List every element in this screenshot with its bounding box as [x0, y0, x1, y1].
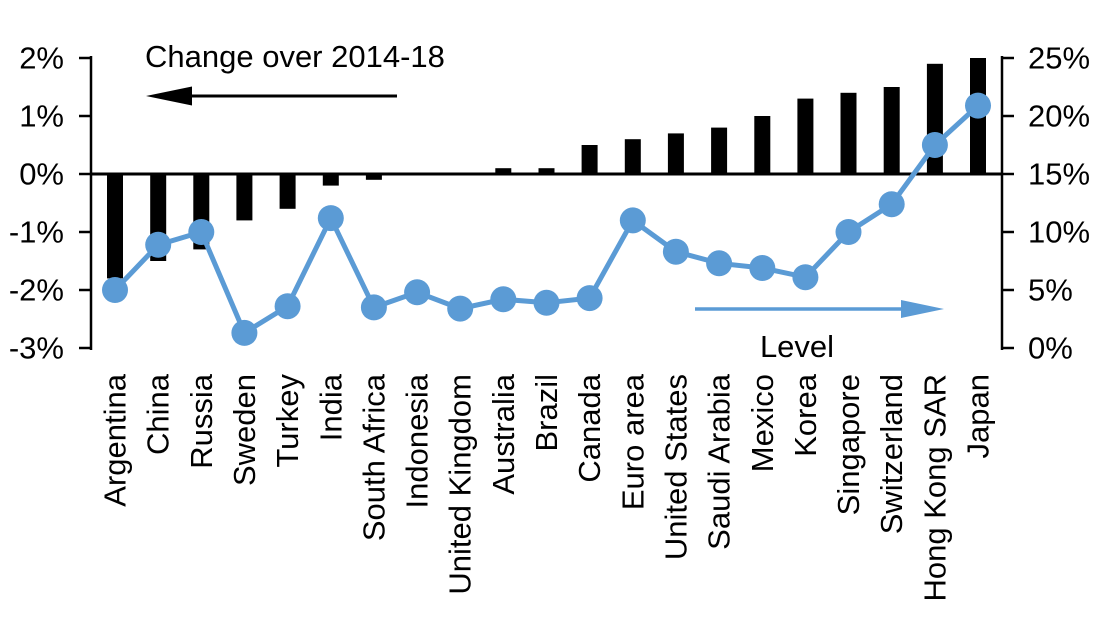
category-label-mexico: Mexico	[745, 374, 780, 472]
right-axis-label-0-: 0%	[1028, 331, 1073, 366]
bar-switzerland	[883, 87, 900, 174]
category-label-euro-area: Euro area	[615, 373, 650, 510]
left-axis-label--1-: -1%	[9, 215, 64, 250]
right-axis-label-25-: 25%	[1028, 41, 1090, 76]
left-axis-label-2-: 2%	[19, 41, 64, 76]
bar-sweden	[236, 174, 253, 221]
right-axis-label-5-: 5%	[1028, 273, 1073, 308]
right-axis-label-20-: 20%	[1028, 99, 1090, 134]
bar-brazil	[538, 168, 555, 174]
marker-turkey	[274, 293, 301, 320]
bar-singapore	[840, 92, 857, 174]
bar-mexico	[754, 116, 771, 174]
marker-united-states	[662, 238, 689, 265]
bar-argentina	[107, 174, 123, 279]
category-label-saudi-arabia: Saudi Arabia	[702, 373, 737, 550]
marker-japan	[965, 92, 991, 119]
category-label-japan: Japan	[961, 374, 996, 458]
right-axis-label-10-: 10%	[1028, 215, 1090, 250]
line-series-title: Level	[760, 329, 834, 364]
category-label-korea: Korea	[788, 373, 823, 456]
marker-brazil	[533, 289, 560, 316]
category-label-indonesia: Indonesia	[400, 373, 435, 508]
marker-united-kingdom	[447, 295, 474, 322]
category-label-russia: Russia	[184, 373, 219, 469]
category-label-hong-kong-sar: Hong Kong SAR	[917, 374, 952, 601]
bar-saudi-arabia	[711, 127, 728, 174]
bar-canada	[581, 145, 598, 174]
line-layer	[102, 92, 991, 346]
category-label-turkey: Turkey	[270, 374, 305, 468]
category-label-singapore: Singapore	[831, 374, 866, 515]
line-series-arrow-right-icon	[695, 300, 944, 318]
bar-korea	[797, 98, 814, 174]
bar-india	[322, 174, 339, 186]
bar-turkey	[279, 174, 296, 209]
marker-argentina	[102, 277, 128, 303]
marker-switzerland	[878, 191, 905, 218]
marker-sweden	[231, 319, 258, 346]
left-axis-label-1-: 1%	[19, 99, 64, 134]
category-label-united-states: United States	[658, 374, 693, 560]
marker-hong-kong-sar	[921, 132, 948, 158]
category-label-south-africa: South Africa	[356, 373, 391, 541]
bars-layer	[107, 58, 986, 279]
category-label-brazil: Brazil	[529, 374, 564, 452]
marker-india	[317, 205, 344, 232]
bar-series-title: Change over 2014-18	[145, 39, 445, 74]
marker-australia	[490, 286, 517, 313]
marker-saudi-arabia	[706, 250, 733, 277]
left-axis-label-0-: 0%	[19, 157, 64, 192]
marker-china	[145, 231, 172, 258]
category-label-switzerland: Switzerland	[874, 374, 909, 534]
marker-south-africa	[360, 294, 387, 321]
category-label-china: China	[141, 373, 176, 455]
left-axis-label--3-: -3%	[9, 331, 64, 366]
left-axis-label--2-: -2%	[9, 273, 64, 308]
category-label-argentina: Argentina	[98, 373, 133, 506]
category-label-canada: Canada	[572, 373, 607, 482]
bar-euro-area	[624, 139, 641, 174]
right-axis-label-15-: 15%	[1028, 157, 1090, 192]
category-labels-layer: Argentina China Russia Sweden Turkey India Sou…	[98, 373, 996, 601]
marker-korea	[792, 264, 819, 291]
category-label-united-kingdom: United Kingdom	[443, 374, 478, 595]
bar-united-states	[667, 133, 684, 174]
marker-canada	[576, 285, 603, 312]
bar-south-africa	[365, 174, 382, 180]
marker-indonesia	[404, 279, 431, 306]
bar-australia	[495, 168, 512, 174]
bar-series-arrow-left-icon	[146, 86, 397, 106]
category-label-australia: Australia	[486, 373, 521, 494]
marker-euro-area	[619, 207, 646, 234]
category-label-india: India	[313, 373, 348, 441]
marker-singapore	[835, 219, 862, 245]
marker-russia	[188, 219, 215, 245]
axes-layer: 2% 1% 0% -1% -2% -3% 25% 20% 15% 10% 5% 0%	[9, 41, 1090, 366]
category-label-sweden: Sweden	[227, 374, 262, 486]
marker-mexico	[749, 255, 776, 281]
